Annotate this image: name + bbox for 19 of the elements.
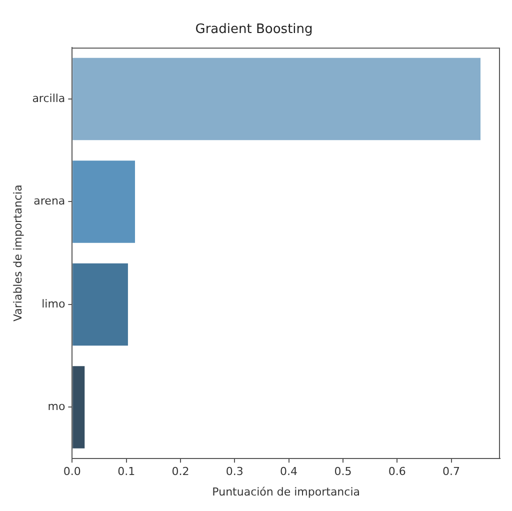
x-tick-label: 0.4 bbox=[280, 465, 298, 478]
y-tick-label: mo bbox=[48, 400, 66, 414]
x-tick-label: 0.7 bbox=[442, 465, 460, 478]
chart-title: Gradient Boosting bbox=[195, 22, 313, 38]
bar bbox=[72, 160, 135, 243]
x-tick-label: 0.2 bbox=[172, 465, 190, 478]
x-tick-label: 0.3 bbox=[226, 465, 244, 478]
x-tick-label: 0.5 bbox=[334, 465, 352, 478]
y-axis-title: Variables de importancia bbox=[11, 184, 24, 322]
bar bbox=[72, 263, 128, 346]
bar bbox=[72, 366, 85, 448]
x-axis-title: Puntuación de importancia bbox=[212, 485, 360, 498]
x-tick-label: 0.0 bbox=[63, 465, 81, 478]
y-tick-label: limo bbox=[42, 297, 66, 310]
x-tick-label: 0.1 bbox=[118, 465, 136, 478]
y-tick-label: arcilla bbox=[32, 92, 66, 105]
x-tick-label: 0.6 bbox=[388, 465, 406, 478]
bar bbox=[72, 58, 481, 140]
y-tick-label: arena bbox=[34, 194, 66, 208]
